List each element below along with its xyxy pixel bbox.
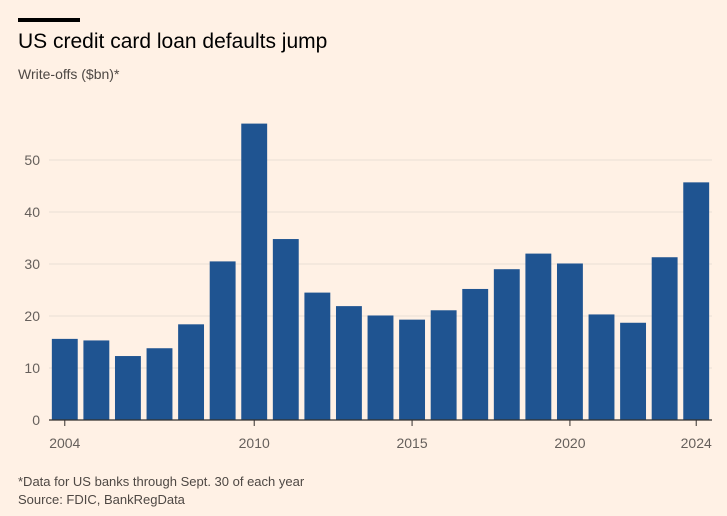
bar-2023 xyxy=(651,257,678,420)
bar-2016 xyxy=(430,310,457,420)
bar-2017 xyxy=(462,288,489,420)
y-tick-label: 0 xyxy=(32,412,40,428)
bar-2005 xyxy=(83,340,110,420)
bar-2020 xyxy=(556,263,583,420)
bar-2013 xyxy=(335,306,362,420)
bar-2011 xyxy=(272,239,299,420)
x-tick-label: 2015 xyxy=(396,435,427,451)
bar-2004 xyxy=(51,338,78,420)
x-tick-label: 2024 xyxy=(681,435,712,451)
y-tick-label: 40 xyxy=(24,204,40,220)
source-note: Source: FDIC, BankRegData xyxy=(18,492,185,507)
bar-2018 xyxy=(493,269,520,420)
bar-2019 xyxy=(525,253,552,420)
bar-2024 xyxy=(683,182,710,420)
x-tick-label: 2020 xyxy=(554,435,585,451)
bar-2021 xyxy=(588,314,615,420)
bar-2006 xyxy=(114,356,141,420)
y-tick-label: 50 xyxy=(24,152,40,168)
bar-2010 xyxy=(241,123,268,420)
x-tick-label: 2010 xyxy=(239,435,270,451)
bar-2008 xyxy=(178,324,205,420)
y-tick-label: 30 xyxy=(24,256,40,272)
bar-2015 xyxy=(399,319,426,420)
bar-2012 xyxy=(304,292,331,420)
bar-2009 xyxy=(209,261,236,420)
x-tick-label: 2004 xyxy=(49,435,80,451)
y-tick-label: 20 xyxy=(24,308,40,324)
bar-2014 xyxy=(367,315,394,420)
chart-title: US credit card loan defaults jump xyxy=(18,30,328,53)
bar-2007 xyxy=(146,348,173,420)
title-accent-bar xyxy=(18,18,80,22)
bars xyxy=(51,123,710,420)
chart-subtitle: Write-offs ($bn)* xyxy=(18,66,120,82)
y-tick-label: 10 xyxy=(24,360,40,376)
bar-2022 xyxy=(620,322,647,420)
footnote: *Data for US banks through Sept. 30 of e… xyxy=(18,474,305,489)
axes: 0 10 20 30 40 50 2004 2010 2015 2020 2024 xyxy=(24,152,712,451)
